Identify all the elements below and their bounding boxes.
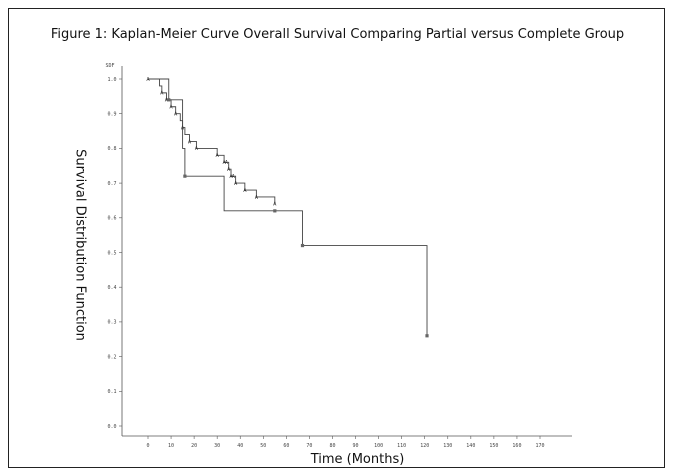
x-tick-label: 60 xyxy=(283,443,289,449)
censor-marker-a: A xyxy=(195,146,199,152)
x-tick-label: 40 xyxy=(237,443,243,449)
x-tick-label: 150 xyxy=(489,443,498,449)
x-tick-label: 70 xyxy=(306,443,312,449)
x-tick-label: 50 xyxy=(260,443,266,449)
censor-marker-b xyxy=(425,334,429,338)
y-tick-label: 0.2 xyxy=(107,354,116,360)
x-tick-label: 80 xyxy=(329,443,335,449)
censor-marker-b xyxy=(273,209,277,213)
x-tick-label: 100 xyxy=(374,443,383,449)
censor-marker-a: A xyxy=(160,91,164,97)
censor-marker-a: A xyxy=(222,160,226,166)
censor-marker-b xyxy=(300,243,305,248)
censor-marker-b xyxy=(167,98,171,102)
censor-marker-a: A xyxy=(188,139,192,145)
censor-marker-b xyxy=(183,174,187,178)
censor-marker-a: A xyxy=(273,202,277,208)
x-tick-label: 170 xyxy=(535,443,544,449)
y-tick-label: 0.4 xyxy=(107,285,116,291)
survival-curve-a xyxy=(148,78,276,204)
censor-marker-a: A xyxy=(225,160,229,166)
y-tick-label: 0.5 xyxy=(107,250,116,256)
y-axis-header: SDF xyxy=(105,63,114,69)
censor-marker-a: A xyxy=(216,153,220,159)
x-tick-label: 130 xyxy=(443,443,452,449)
censor-marker-a: A xyxy=(165,98,169,104)
y-tick-label: 0.0 xyxy=(107,424,116,430)
x-tick-label: 160 xyxy=(512,443,521,449)
censor-marker-a: A xyxy=(229,174,233,180)
censor-marker-a: A xyxy=(255,195,259,201)
censor-marker-a: A xyxy=(174,112,178,118)
censor-marker-a: A xyxy=(234,181,238,187)
y-tick-label: 0.6 xyxy=(107,216,116,222)
y-tick-label: 0.3 xyxy=(107,320,116,326)
x-tick-label: 110 xyxy=(397,443,406,449)
censor-marker-a: A xyxy=(181,125,185,131)
x-tick-label: 90 xyxy=(353,443,359,449)
censor-marker-a: A xyxy=(243,188,247,194)
x-tick-label: 30 xyxy=(214,443,220,449)
x-tick-label: 0 xyxy=(146,443,149,449)
x-tick-label: 10 xyxy=(168,443,174,449)
censor-marker-a: A xyxy=(169,105,173,111)
censor-marker-a: A xyxy=(146,77,150,83)
y-tick-label: 0.9 xyxy=(107,112,116,118)
y-tick-label: 1.0 xyxy=(107,77,116,83)
x-tick-label: 20 xyxy=(191,443,197,449)
x-tick-label: 120 xyxy=(420,443,429,449)
chart-title: Figure 1: Kaplan-Meier Curve Overall Sur… xyxy=(50,27,625,42)
y-tick-label: 0.8 xyxy=(107,146,116,152)
y-tick-label: 0.7 xyxy=(107,181,116,187)
figure-frame xyxy=(8,8,665,468)
survival-curve-b xyxy=(148,78,428,336)
y-tick-label: 0.1 xyxy=(107,389,116,395)
x-tick-label: 140 xyxy=(466,443,475,449)
censor-marker-a: A xyxy=(227,167,231,173)
x-axis-label: Time (Months) xyxy=(310,452,405,467)
censor-marker-a: A xyxy=(232,174,236,180)
